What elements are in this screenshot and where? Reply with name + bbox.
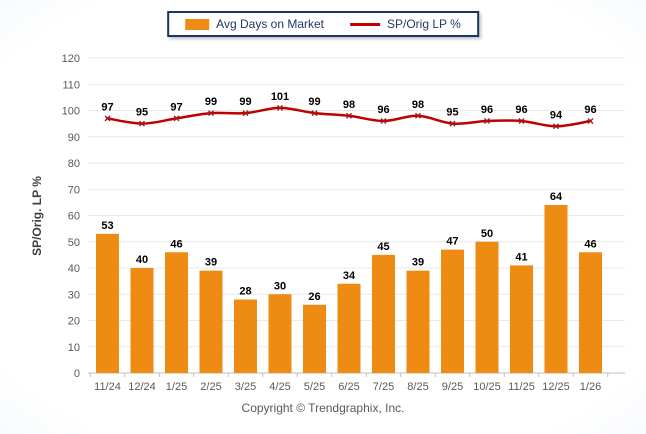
line-marker (346, 112, 352, 119)
line-value-label: 94 (550, 109, 563, 121)
x-tick-label: 11/25 (508, 381, 535, 393)
line-marker (277, 104, 283, 111)
bar-value-label: 26 (308, 291, 320, 303)
line-marker (104, 115, 111, 122)
bar-value-label: 46 (170, 238, 182, 250)
y-tick-label: 40 (68, 263, 80, 275)
bar (130, 268, 154, 373)
legend-label-bar: Avg Days on Market (216, 17, 325, 31)
line-marker (553, 123, 559, 130)
line-value-label: 99 (205, 96, 217, 108)
y-tick-label: 120 (62, 53, 80, 65)
bar (441, 249, 464, 373)
line-marker (173, 115, 180, 122)
bar-swatch-icon (185, 18, 210, 30)
bar (96, 233, 119, 373)
line-value-label: 96 (584, 104, 596, 116)
y-tick-label: 20 (68, 316, 80, 328)
x-tick-label: 1/25 (166, 381, 187, 393)
line-value-label: 101 (271, 91, 289, 103)
bar-value-label: 30 (274, 280, 286, 292)
y-tick-label: 90 (68, 132, 80, 144)
line-value-label: 98 (412, 99, 424, 111)
line-value-label: 96 (377, 104, 389, 116)
line-marker (242, 110, 249, 117)
line-value-label: 96 (481, 104, 493, 116)
bar-value-label: 40 (136, 254, 148, 266)
bar (406, 270, 430, 373)
x-tick-label: 4/25 (269, 381, 290, 393)
legend-label-line: SP/Orig LP % (387, 17, 461, 31)
y-axis-title: SP/Orig. LP % (30, 176, 44, 256)
bar-value-label: 64 (550, 191, 563, 203)
bar-value-label: 50 (481, 228, 493, 240)
bar-value-label: 39 (412, 257, 424, 269)
y-tick-label: 70 (68, 184, 80, 196)
bar (199, 270, 223, 373)
legend: Avg Days on Market SP/Orig LP % (167, 11, 479, 37)
line-value-label: 96 (515, 104, 527, 116)
line-value-label: 97 (101, 101, 113, 113)
bar-value-label: 47 (446, 236, 458, 248)
line-marker (587, 118, 594, 124)
bar (579, 252, 602, 373)
bar (510, 265, 533, 373)
plot-area: 0 10 20 30 40 50 60 70 80 90 100 110 120 53 11/24 40 12/… (62, 53, 625, 393)
y-tick-label: 110 (62, 79, 80, 91)
copyright: Copyright © Trendgraphix, Inc. (241, 401, 405, 415)
line-value-label: 98 (343, 99, 355, 111)
line-swatch-icon (350, 22, 381, 26)
bar (165, 252, 188, 373)
line-marker (449, 120, 456, 127)
x-tick-label: 8/25 (407, 381, 428, 393)
x-tick-label: 10/25 (473, 381, 501, 393)
x-tick-label: 6/25 (338, 381, 359, 393)
y-tick-label: 10 (68, 342, 80, 354)
line-marker (139, 120, 145, 127)
bar (234, 299, 257, 373)
line-marker (518, 118, 525, 124)
y-tick-label: 60 (68, 211, 80, 223)
x-tick-label: 2/25 (200, 381, 221, 393)
bar-value-label: 45 (377, 241, 389, 253)
line-value-label: 95 (446, 107, 458, 119)
x-tick-label: 12/24 (128, 381, 156, 393)
line-value-label: 99 (239, 96, 251, 108)
y-tick-label: 50 (68, 237, 80, 249)
bar-value-label: 46 (584, 238, 596, 250)
legend-item-bar: Avg Days on Market (185, 17, 324, 31)
line-marker (484, 118, 490, 124)
x-tick-label: 12/25 (542, 381, 570, 393)
line-marker (208, 110, 214, 117)
bar (544, 205, 568, 373)
bar (268, 294, 292, 373)
bar-value-label: 39 (205, 257, 217, 269)
x-tick-label: 5/25 (304, 381, 325, 393)
line-marker (415, 112, 421, 119)
y-tick-label: 80 (68, 158, 80, 170)
bar (303, 304, 326, 373)
y-tick-label: 100 (62, 106, 80, 118)
bar-value-label: 34 (343, 270, 356, 282)
line-value-label: 95 (136, 107, 148, 119)
line-marker (380, 118, 387, 124)
bar (475, 241, 499, 373)
x-tick-label: 7/25 (373, 381, 394, 393)
x-tick-label: 3/25 (235, 381, 256, 393)
x-tick-label: 1/26 (580, 381, 601, 393)
bar (372, 254, 395, 373)
bar-value-label: 53 (101, 220, 113, 232)
x-tick-label: 9/25 (442, 381, 463, 393)
bar (337, 283, 361, 373)
legend-item-line: SP/Orig LP % (350, 17, 461, 31)
y-tick-label: 30 (68, 289, 80, 301)
x-tick-label: 11/24 (94, 381, 121, 393)
y-tick-label: 0 (74, 368, 80, 380)
line-value-label: 97 (170, 101, 182, 113)
line-value-label: 99 (308, 96, 320, 108)
bar-value-label: 41 (515, 251, 527, 263)
line-marker (311, 110, 318, 117)
bar-value-label: 28 (239, 286, 251, 298)
